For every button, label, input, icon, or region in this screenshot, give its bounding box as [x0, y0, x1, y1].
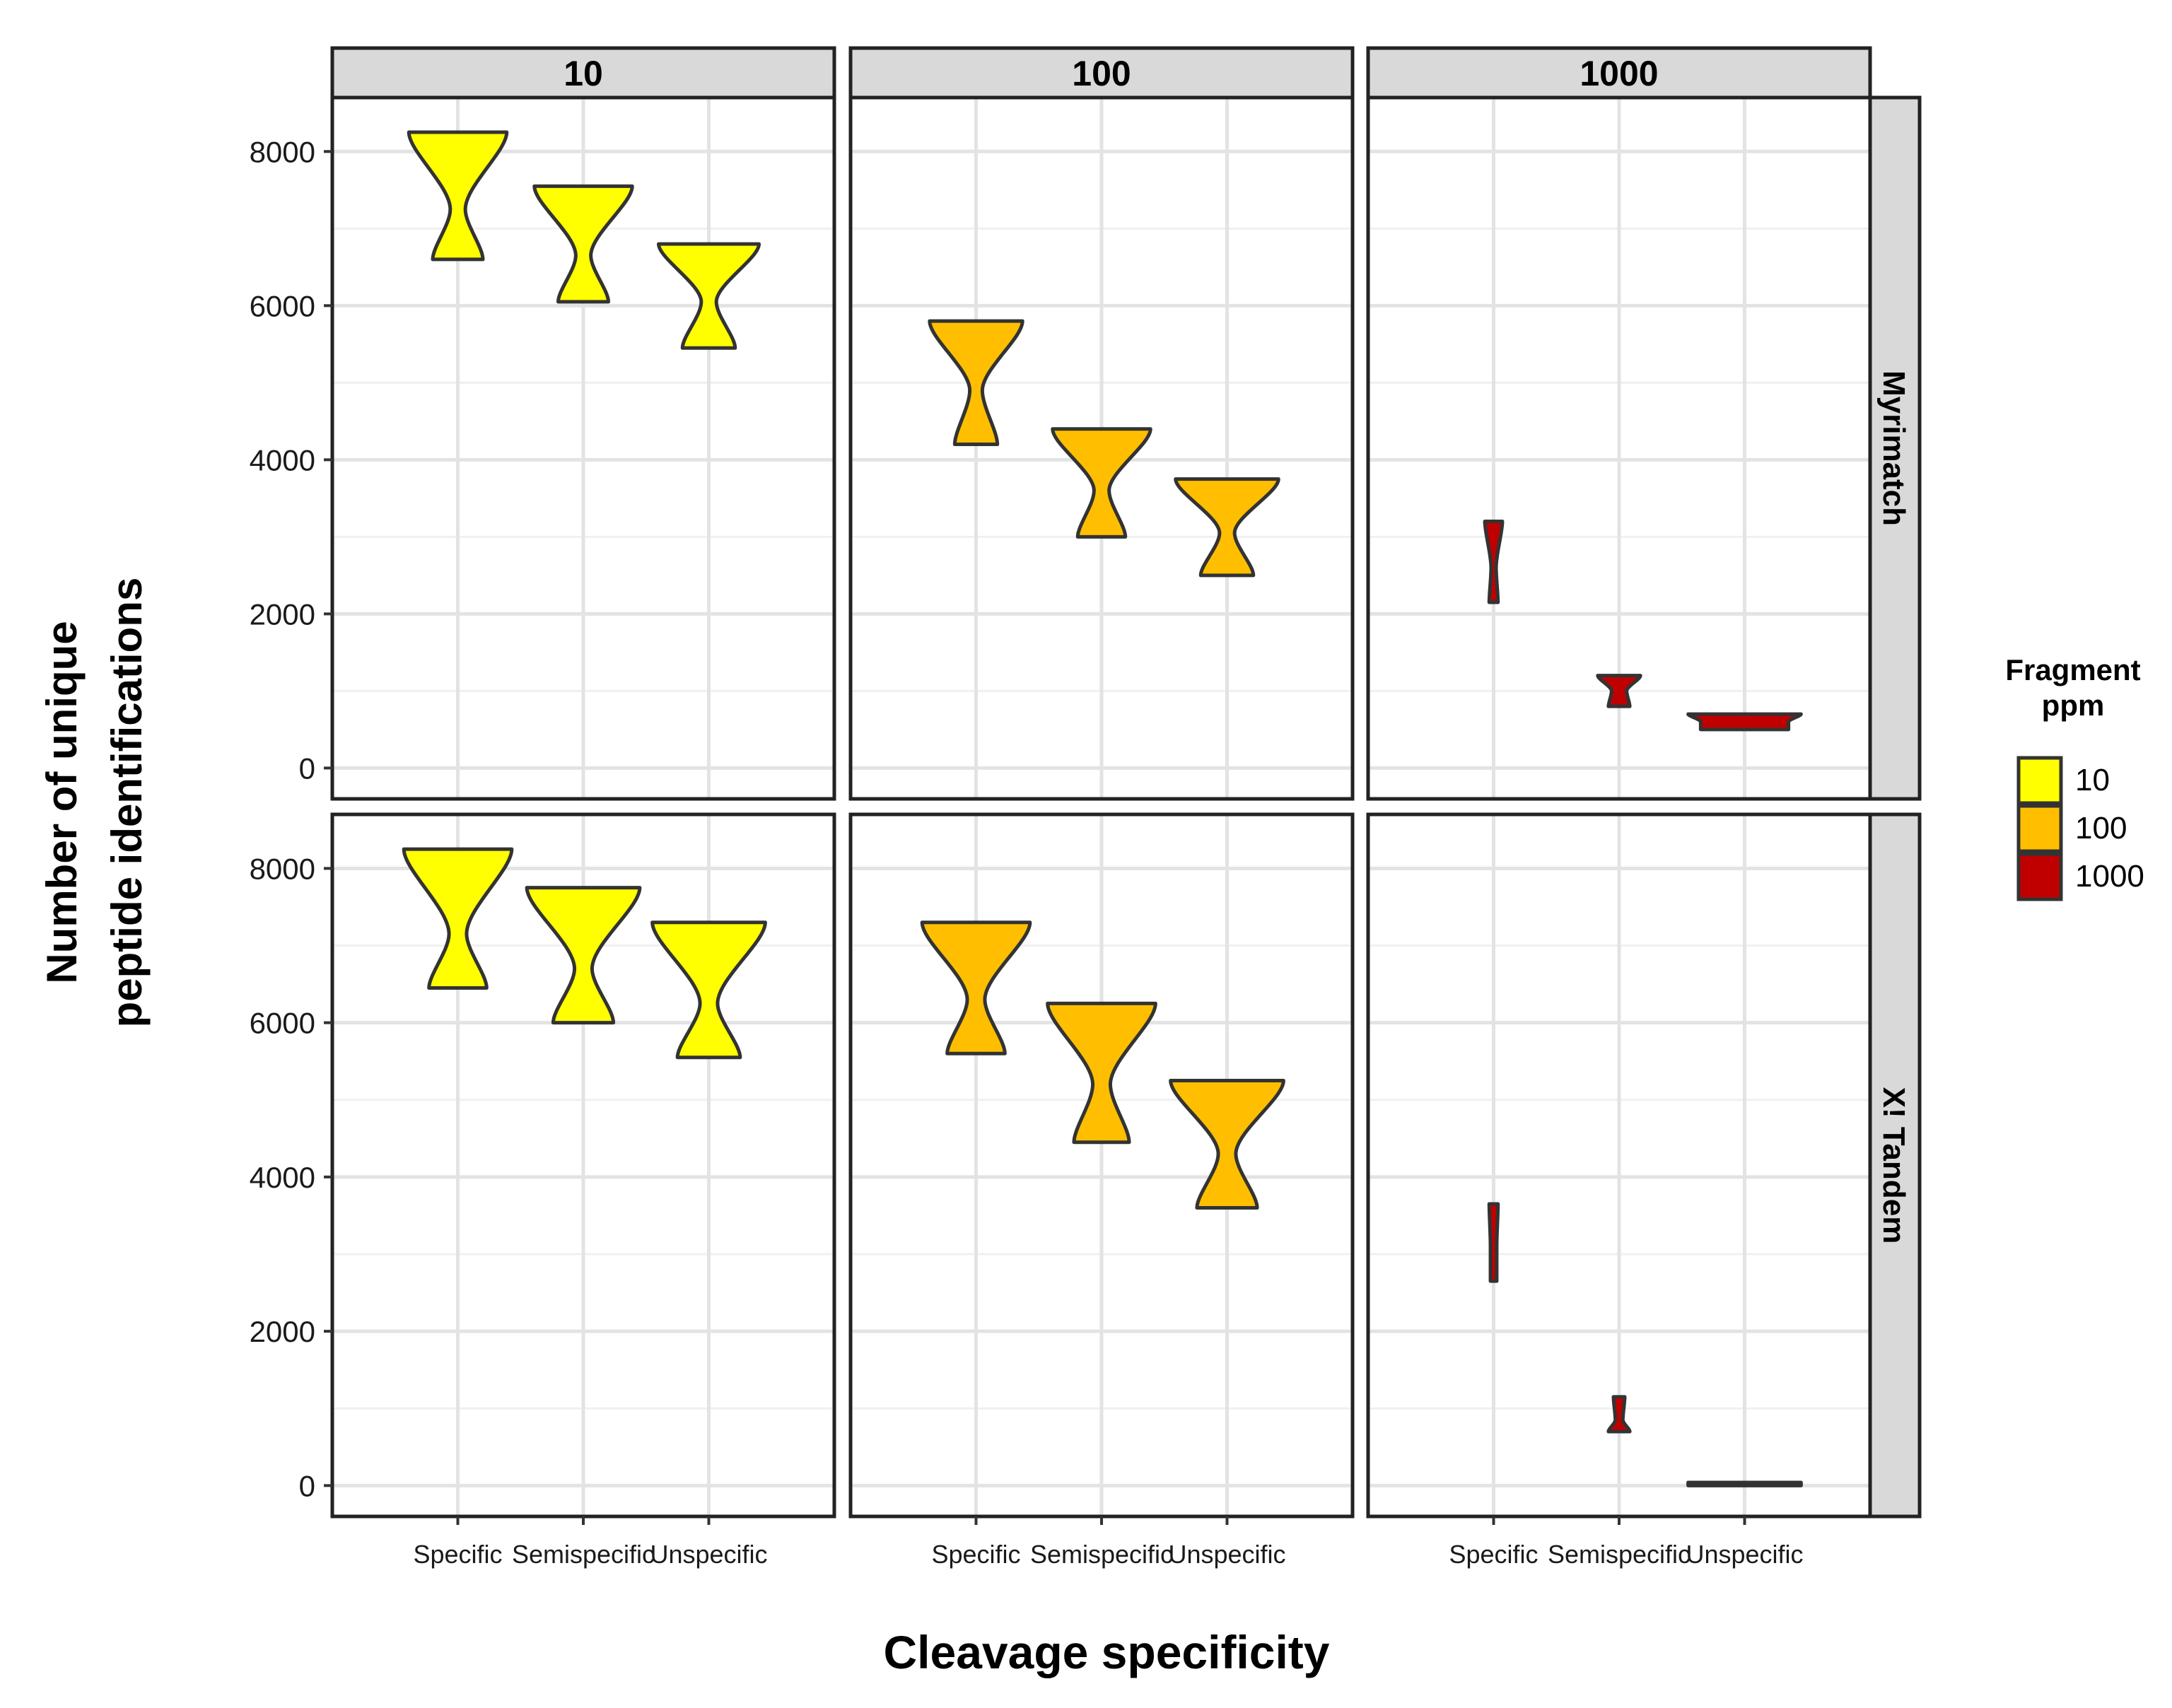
legend-key-1000	[2016, 852, 2063, 901]
x-tick-label-specific: Specific	[931, 1540, 1020, 1569]
legend-title-line-2: ppm	[2042, 689, 2105, 722]
legend-key-10	[2016, 756, 2063, 805]
violin-myrimatch-100-semispecific	[1051, 427, 1152, 539]
x-tick-label-unspecific: Unspecific	[650, 1540, 767, 1569]
violin-x-tandem-10-semispecific	[525, 886, 642, 1025]
y-tick-label: 2000	[250, 597, 315, 631]
legend-label-10: 10	[2075, 763, 2110, 797]
x-tick-label-specific: Specific	[1449, 1540, 1538, 1569]
y-tick-label: 2000	[250, 1315, 315, 1348]
strip-right-background	[1868, 812, 1922, 1519]
violin-x-tandem-1000-semispecific	[1606, 1395, 1632, 1434]
violin-myrimatch-100-unspecific	[1174, 477, 1280, 578]
strip-top-background	[848, 46, 1355, 100]
violin-x-tandem-1000-unspecific	[1686, 1480, 1803, 1487]
x-tick-label-unspecific: Unspecific	[1168, 1540, 1285, 1569]
x-tick-label-semispecific: Semispecific	[512, 1540, 655, 1569]
legend-label-100: 100	[2075, 811, 2127, 846]
violin-myrimatch-1000-semispecific	[1596, 674, 1642, 708]
strip-right-background	[1868, 95, 1922, 801]
strip-top-label-100: 100	[1072, 54, 1131, 93]
strip-right-label-myrimatch: Myrimatch	[1876, 370, 1911, 526]
x-tick-label-semispecific: Semispecific	[1548, 1540, 1691, 1569]
y-tick-label: 6000	[250, 1007, 315, 1040]
violin-myrimatch-1000-specific	[1483, 520, 1505, 604]
violin-x-tandem-1000-specific	[1487, 1202, 1500, 1283]
y-axis-title-line-1: Number of unique	[38, 621, 86, 983]
strip-top-label-10: 10	[564, 54, 603, 93]
violin-x-tandem-10-specific	[402, 847, 514, 990]
strip-top-background	[1366, 46, 1872, 100]
legend-label-1000: 1000	[2075, 859, 2144, 894]
violin-x-tandem-100-specific	[920, 920, 1032, 1055]
strip-right-label-x-tandem: X! Tandem	[1876, 1087, 1911, 1244]
y-tick-label: 6000	[250, 289, 315, 322]
violin-myrimatch-100-specific	[928, 319, 1024, 447]
violin-myrimatch-1000-unspecific	[1686, 712, 1803, 732]
x-tick-label-unspecific: Unspecific	[1686, 1540, 1803, 1569]
violin-x-tandem-10-unspecific	[650, 920, 767, 1060]
violin-x-tandem-100-semispecific	[1046, 1001, 1157, 1145]
x-axis-title: Cleavage specificity	[884, 1626, 1330, 1678]
x-tick-label-semispecific: Semispecific	[1030, 1540, 1173, 1569]
violin-myrimatch-10-unspecific	[657, 242, 761, 350]
strip-top-label-1000: 1000	[1580, 54, 1658, 93]
legend-key-100	[2016, 804, 2063, 853]
y-axis-title-line-2: peptide identifications	[103, 578, 151, 1028]
violin-myrimatch-10-specific	[407, 130, 509, 262]
x-tick-label-specific: Specific	[413, 1540, 502, 1569]
y-tick-label: 4000	[250, 1161, 315, 1194]
y-tick-label: 0	[299, 751, 315, 785]
violin-x-tandem-100-unspecific	[1169, 1078, 1285, 1210]
y-tick-label: 8000	[250, 135, 315, 168]
y-tick-label: 8000	[250, 852, 315, 885]
y-tick-label: 0	[299, 1469, 315, 1502]
legend-title-line-1: Fragment	[2005, 653, 2140, 686]
y-tick-label: 4000	[250, 443, 315, 476]
strip-top-background	[330, 46, 836, 100]
violin-myrimatch-10-semispecific	[532, 184, 634, 304]
